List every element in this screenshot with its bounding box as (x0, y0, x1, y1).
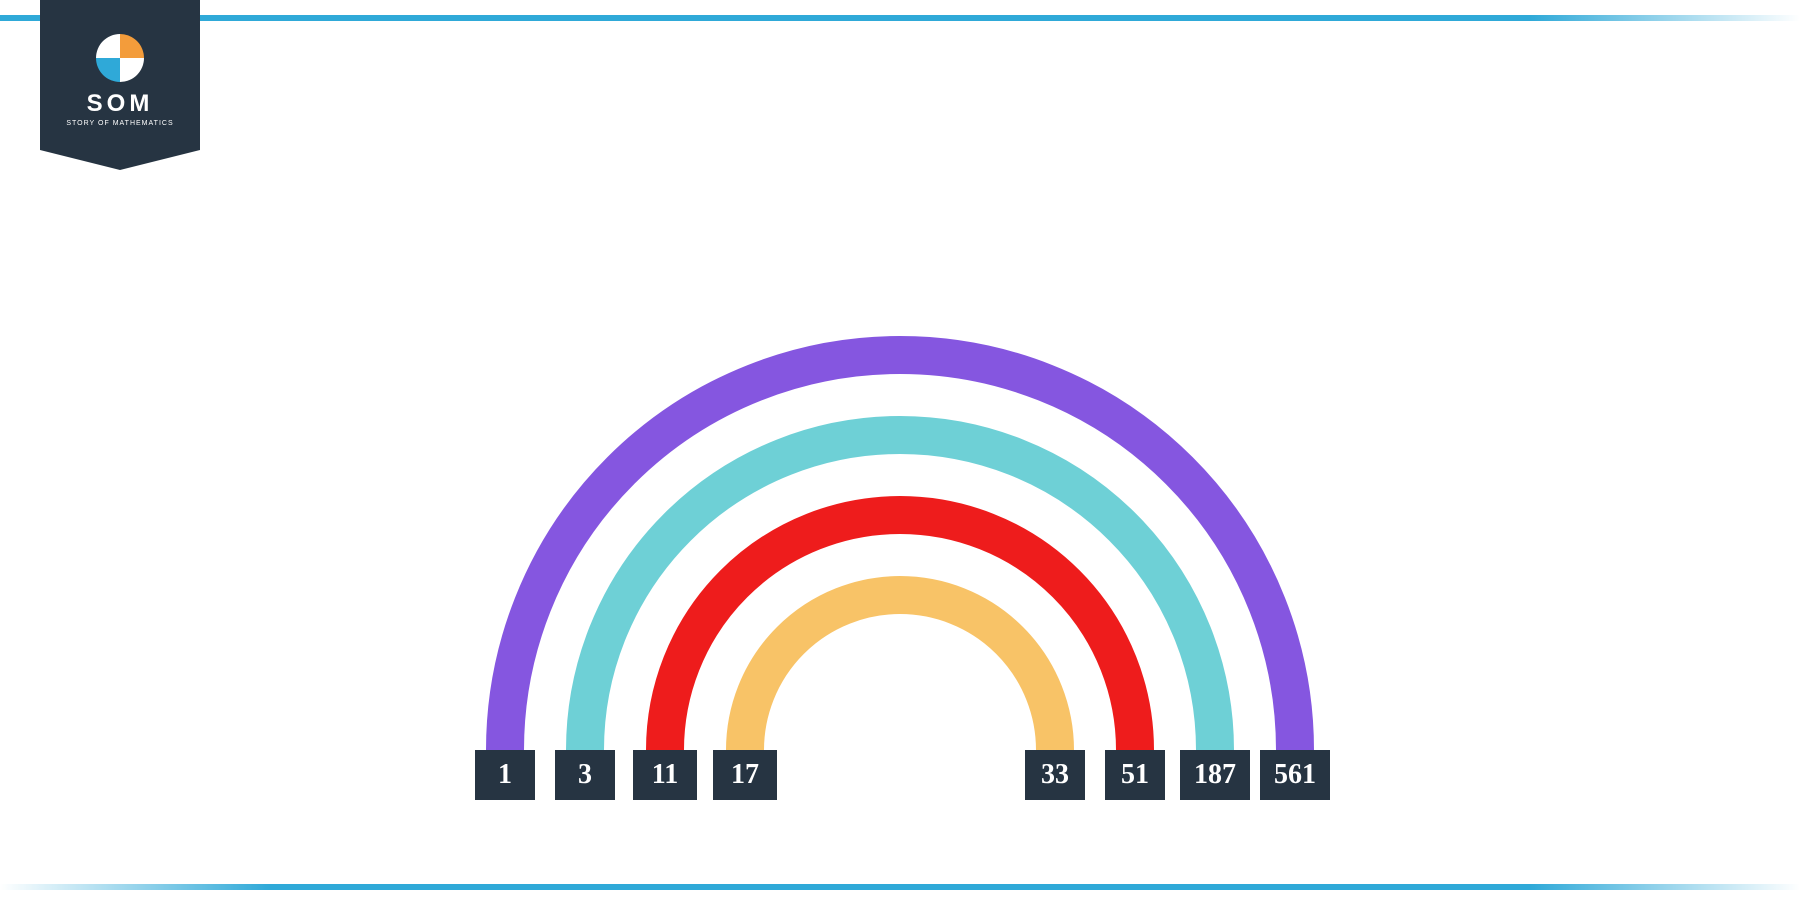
arc-3 (745, 595, 1055, 750)
factor-label-left-3: 17 (713, 750, 777, 800)
factor-labels: 1 561 3 187 11 51 17 33 (450, 750, 1350, 800)
factor-label-right-0: 561 (1260, 750, 1330, 800)
factor-label-right-2: 51 (1105, 750, 1165, 800)
brand-mark-icon (96, 34, 144, 82)
factor-label-right-1: 187 (1180, 750, 1250, 800)
arc-0 (505, 355, 1295, 750)
brand-badge: SOM STORY OF MATHEMATICS (40, 0, 200, 150)
top-rule (0, 15, 1800, 21)
factor-label-right-3: 33 (1025, 750, 1085, 800)
arcs-svg (450, 230, 1350, 800)
factor-label-left-0: 1 (475, 750, 535, 800)
factor-label-left-2: 11 (633, 750, 697, 800)
brand-tagline: STORY OF MATHEMATICS (66, 120, 173, 127)
brand-name: SOM (87, 90, 154, 118)
factor-rainbow-diagram: 1 561 3 187 11 51 17 33 (450, 230, 1350, 800)
bottom-rule (0, 884, 1800, 890)
factor-label-left-1: 3 (555, 750, 615, 800)
